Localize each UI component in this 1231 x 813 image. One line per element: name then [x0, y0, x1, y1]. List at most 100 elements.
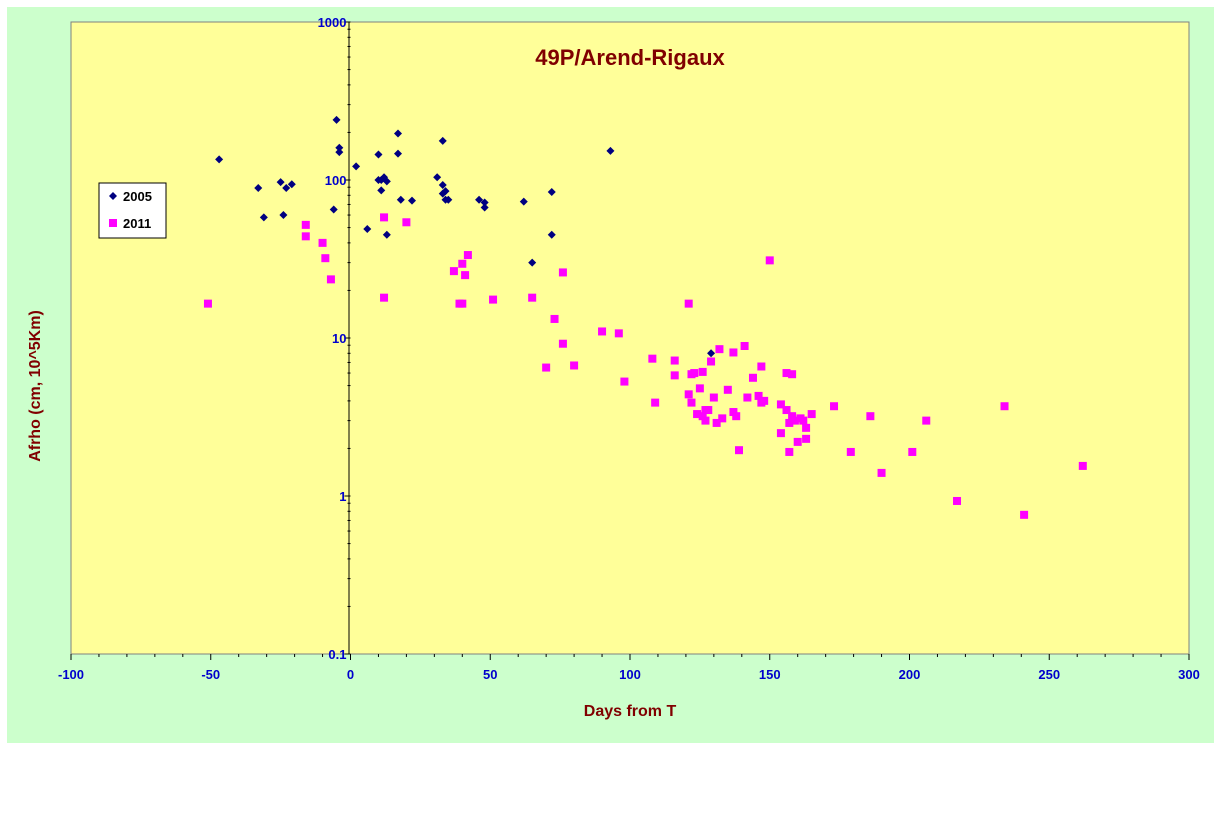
data-point-2011 — [687, 398, 696, 407]
data-point-2011 — [614, 329, 623, 338]
data-point-2011 — [953, 496, 962, 505]
data-point-2011 — [698, 412, 707, 421]
data-point-2005 — [519, 197, 528, 206]
data-point-2005 — [441, 187, 450, 196]
series-2011-points — [203, 213, 1087, 519]
data-point-2011 — [788, 412, 797, 421]
data-point-2011 — [723, 385, 732, 394]
data-point-2011 — [570, 361, 579, 370]
x-tick-label: 100 — [619, 667, 641, 682]
data-point-2005 — [335, 143, 344, 152]
legend-marker-2005 — [109, 192, 117, 200]
data-point-2005 — [276, 178, 285, 187]
plot-area — [70, 21, 1190, 655]
data-point-2011 — [707, 357, 716, 366]
data-point-2011 — [318, 238, 327, 247]
data-point-2011 — [321, 254, 330, 263]
data-point-2005 — [332, 115, 341, 124]
data-point-2011 — [718, 414, 727, 423]
data-point-2005 — [335, 148, 344, 157]
chart-title: 49P/Arend-Rigaux — [535, 45, 725, 70]
data-point-2011 — [709, 393, 718, 402]
data-point-2011 — [802, 434, 811, 443]
data-point-2011 — [550, 314, 559, 323]
data-point-2011 — [922, 416, 931, 425]
data-point-2011 — [793, 437, 802, 446]
legend-box — [98, 182, 167, 239]
data-point-2011 — [648, 354, 657, 363]
data-point-2005 — [215, 155, 224, 164]
x-tick-label: 0 — [347, 667, 354, 682]
data-point-2011 — [782, 406, 791, 415]
data-point-2005 — [606, 146, 615, 155]
data-point-2011 — [301, 220, 310, 229]
data-point-2011 — [598, 327, 607, 336]
x-tick-label: 300 — [1178, 667, 1200, 682]
data-point-2005 — [279, 211, 288, 220]
data-point-2005 — [407, 196, 416, 205]
data-point-2005 — [329, 205, 338, 214]
data-point-2011 — [695, 384, 704, 393]
data-point-2005 — [438, 180, 447, 189]
y-tick-label: 10 — [332, 331, 346, 346]
data-point-2011 — [776, 429, 785, 438]
data-point-2011 — [458, 259, 467, 268]
data-point-2011 — [326, 275, 335, 284]
data-point-2011 — [830, 402, 839, 411]
data-point-2005 — [707, 349, 716, 358]
data-point-2011 — [785, 418, 794, 427]
y-tick-label: 1 — [339, 489, 346, 504]
data-point-2005 — [528, 258, 537, 267]
data-point-2011 — [558, 339, 567, 348]
data-point-2011 — [301, 232, 310, 241]
data-point-2011 — [558, 268, 567, 277]
data-point-2011 — [740, 341, 749, 350]
series-2005-points — [215, 115, 716, 358]
data-point-2005 — [444, 195, 453, 204]
data-point-2011 — [489, 295, 498, 304]
data-point-2005 — [480, 203, 489, 212]
data-point-2011 — [463, 251, 472, 260]
data-point-2005 — [363, 224, 372, 233]
data-point-2011 — [877, 468, 886, 477]
data-point-2011 — [735, 446, 744, 455]
x-tick-label: -100 — [58, 667, 84, 682]
data-point-2011 — [449, 267, 458, 276]
data-point-2011 — [670, 356, 679, 365]
data-point-2011 — [458, 299, 467, 308]
data-point-2011 — [684, 390, 693, 399]
chart-area: -100 -50 0 50 100 150 200 250 300 0.1 1 10 100 1000 … — [7, 7, 1214, 743]
data-point-2011 — [712, 418, 721, 427]
x-tick-label: 50 — [483, 667, 497, 682]
x-tick-label: 150 — [759, 667, 781, 682]
data-point-2005 — [475, 195, 484, 204]
data-point-2005 — [480, 198, 489, 207]
legend-label-2011: 2011 — [123, 216, 151, 231]
x-tick-label: 200 — [899, 667, 921, 682]
data-point-2005 — [382, 177, 391, 186]
data-point-2011 — [788, 370, 797, 379]
data-point-2011 — [846, 447, 855, 456]
data-point-2011 — [802, 423, 811, 432]
data-point-2005 — [547, 230, 556, 239]
data-point-2011 — [732, 412, 741, 421]
data-point-2011 — [757, 362, 766, 371]
data-point-2005 — [394, 149, 403, 158]
data-point-2011 — [1000, 402, 1009, 411]
data-point-2005 — [254, 183, 263, 192]
data-point-2011 — [782, 369, 791, 378]
data-point-2011 — [765, 256, 774, 265]
data-point-2011 — [203, 299, 212, 308]
data-point-2005 — [394, 129, 403, 138]
data-point-2005 — [282, 183, 291, 192]
data-point-2005 — [287, 180, 296, 189]
data-point-2011 — [684, 299, 693, 308]
legend: 2005 2011 — [98, 182, 167, 239]
data-point-2011 — [729, 408, 738, 417]
data-point-2011 — [785, 447, 794, 456]
legend-label-2005: 2005 — [123, 189, 152, 204]
data-point-2011 — [698, 367, 707, 376]
data-point-2011 — [1078, 461, 1087, 470]
data-point-2011 — [1020, 510, 1029, 519]
data-point-2011 — [704, 406, 713, 415]
